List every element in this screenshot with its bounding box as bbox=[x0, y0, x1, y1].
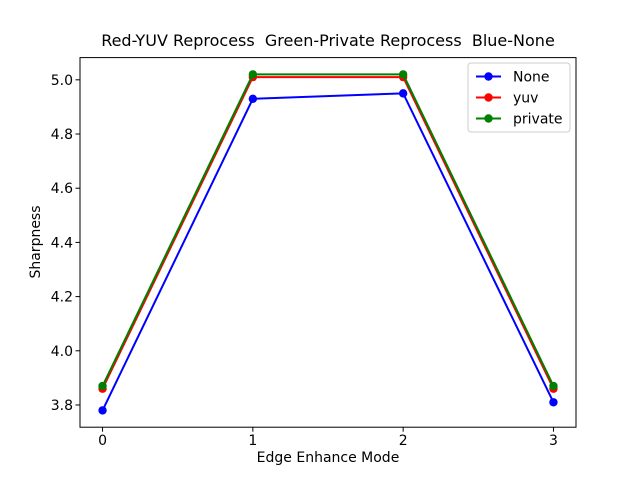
x-axis-label: Edge Enhance Mode bbox=[256, 450, 400, 466]
series-line-private bbox=[101, 73, 555, 387]
series-marker-private bbox=[248, 70, 258, 79]
legend-marker-None bbox=[484, 72, 493, 81]
y-tick-label: 4.2 bbox=[51, 290, 73, 306]
y-tick-label: 4.8 bbox=[51, 127, 73, 143]
y-tick-label: 4.4 bbox=[51, 235, 73, 251]
legend-marker-yuv bbox=[484, 93, 493, 102]
y-tick-label: 4.6 bbox=[51, 181, 73, 197]
y-tick-label: 3.8 bbox=[51, 398, 73, 414]
x-tick-label: 2 bbox=[399, 433, 408, 449]
legend-box bbox=[467, 62, 571, 133]
series-marker-None bbox=[398, 89, 408, 98]
x-tick-label: 3 bbox=[549, 433, 558, 449]
legend-label-None: None bbox=[513, 70, 550, 86]
legend-marker-private bbox=[484, 114, 493, 123]
series-marker-None bbox=[248, 94, 258, 103]
series-line-yuv bbox=[101, 76, 555, 390]
series-line-None bbox=[101, 92, 555, 411]
series-marker-private bbox=[398, 70, 408, 79]
x-tick-label: 1 bbox=[248, 433, 257, 449]
series-marker-private bbox=[98, 381, 107, 391]
series-marker-None bbox=[549, 398, 558, 407]
x-tick-label: 0 bbox=[98, 433, 107, 449]
series-marker-private bbox=[549, 381, 558, 391]
series-marker-None bbox=[98, 406, 107, 415]
y-tick-label: 5.0 bbox=[51, 73, 73, 89]
legend-label-yuv: yuv bbox=[513, 91, 538, 107]
chart-title: Red-YUV Reprocess Green-Private Reproces… bbox=[101, 31, 555, 50]
y-tick-label: 4.0 bbox=[51, 344, 73, 360]
legend-label-private: private bbox=[513, 112, 563, 128]
